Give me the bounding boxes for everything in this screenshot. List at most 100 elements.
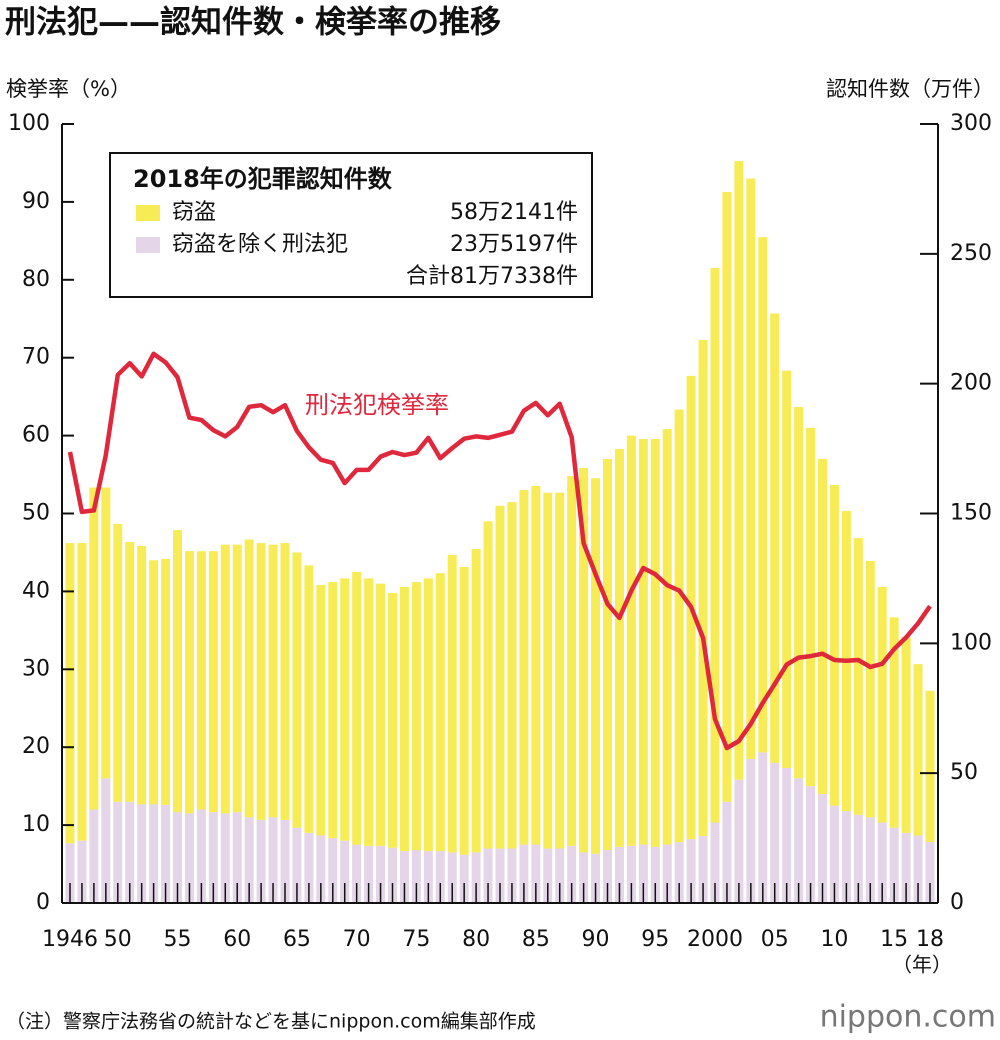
y-tick-label: 90 [22,189,50,214]
bar [137,545,147,805]
bar [662,429,672,845]
bar [889,827,899,903]
bar [555,492,565,849]
bar [113,801,123,903]
bar [567,845,577,903]
bar [268,544,278,818]
y-tick-label: 50 [22,501,50,526]
bar [782,767,792,903]
legend-swatch [136,205,160,221]
bar [149,804,159,903]
bar [698,836,708,903]
bar [101,778,111,903]
bar [232,544,242,813]
bar [208,812,218,903]
bar [268,817,278,903]
y2-tick-label: 200 [950,371,992,396]
bar [734,779,744,903]
x-tick-label: 1946 [42,927,98,952]
bar [543,848,553,903]
bar [149,560,159,805]
bar [184,551,194,814]
bar [447,852,457,903]
bar [543,492,553,849]
bar [519,844,529,903]
bar [913,664,923,836]
bar [889,617,899,828]
bar [340,840,350,903]
bar [292,827,302,903]
bar [304,832,314,903]
bar [901,832,911,903]
bar [411,582,421,851]
y2-tick-label: 150 [950,501,992,526]
bar [328,838,338,903]
legend-box [109,152,593,298]
bar [137,804,147,903]
bar [746,178,756,759]
y2-tick-label: 300 [950,111,992,136]
bar [435,851,445,903]
bar [423,578,433,852]
legend-label: 窃盗 [172,200,216,225]
bar [686,839,696,903]
bar [196,551,206,810]
bar [471,852,481,903]
bar [196,809,206,903]
bar [674,409,684,843]
bar [770,762,780,903]
bar [292,552,302,828]
bar [507,848,517,903]
bar [220,813,230,903]
bar [925,841,935,903]
bar [806,786,816,903]
bar [841,811,851,903]
x-tick-label: 80 [462,927,490,952]
y2-tick-label: 50 [950,760,978,785]
x-tick-label: 95 [641,927,669,952]
bar [316,584,326,836]
legend-swatch [136,237,160,253]
bar [579,852,589,903]
bar [113,523,123,802]
bar [626,435,636,846]
y-tick-label: 10 [22,812,50,837]
legend-note: 23万5197件 [450,232,578,257]
bar [901,637,911,833]
bar [818,793,827,903]
bar [925,690,935,842]
bar [734,161,744,780]
bar [603,458,612,851]
bar [352,844,362,903]
legend-label: 窃盗を除く刑法犯 [172,232,348,257]
bar [447,555,457,853]
bar [579,468,589,853]
bar [877,822,887,903]
bar [483,521,493,849]
y2-tick-label: 250 [950,241,992,266]
bar [722,192,732,802]
bar [865,561,875,818]
bar [352,571,362,845]
bar [364,845,374,903]
bar [232,812,242,903]
y-tick-label: 20 [22,734,50,759]
bar [173,530,182,813]
x-tick-label: 75 [402,927,430,952]
bar [161,804,171,903]
bar [794,778,804,903]
bar [376,845,386,903]
bar [388,592,397,848]
bar [364,578,374,846]
x-tick-label: 10 [820,927,848,952]
bar [220,544,230,814]
x-tick-label: 2000 [687,927,743,952]
bar [519,490,529,845]
bar [483,848,493,903]
bar [495,848,505,903]
bar [638,844,648,903]
bar [125,801,135,903]
y-tick-label: 60 [22,423,50,448]
y-tick-label: 100 [8,111,50,136]
